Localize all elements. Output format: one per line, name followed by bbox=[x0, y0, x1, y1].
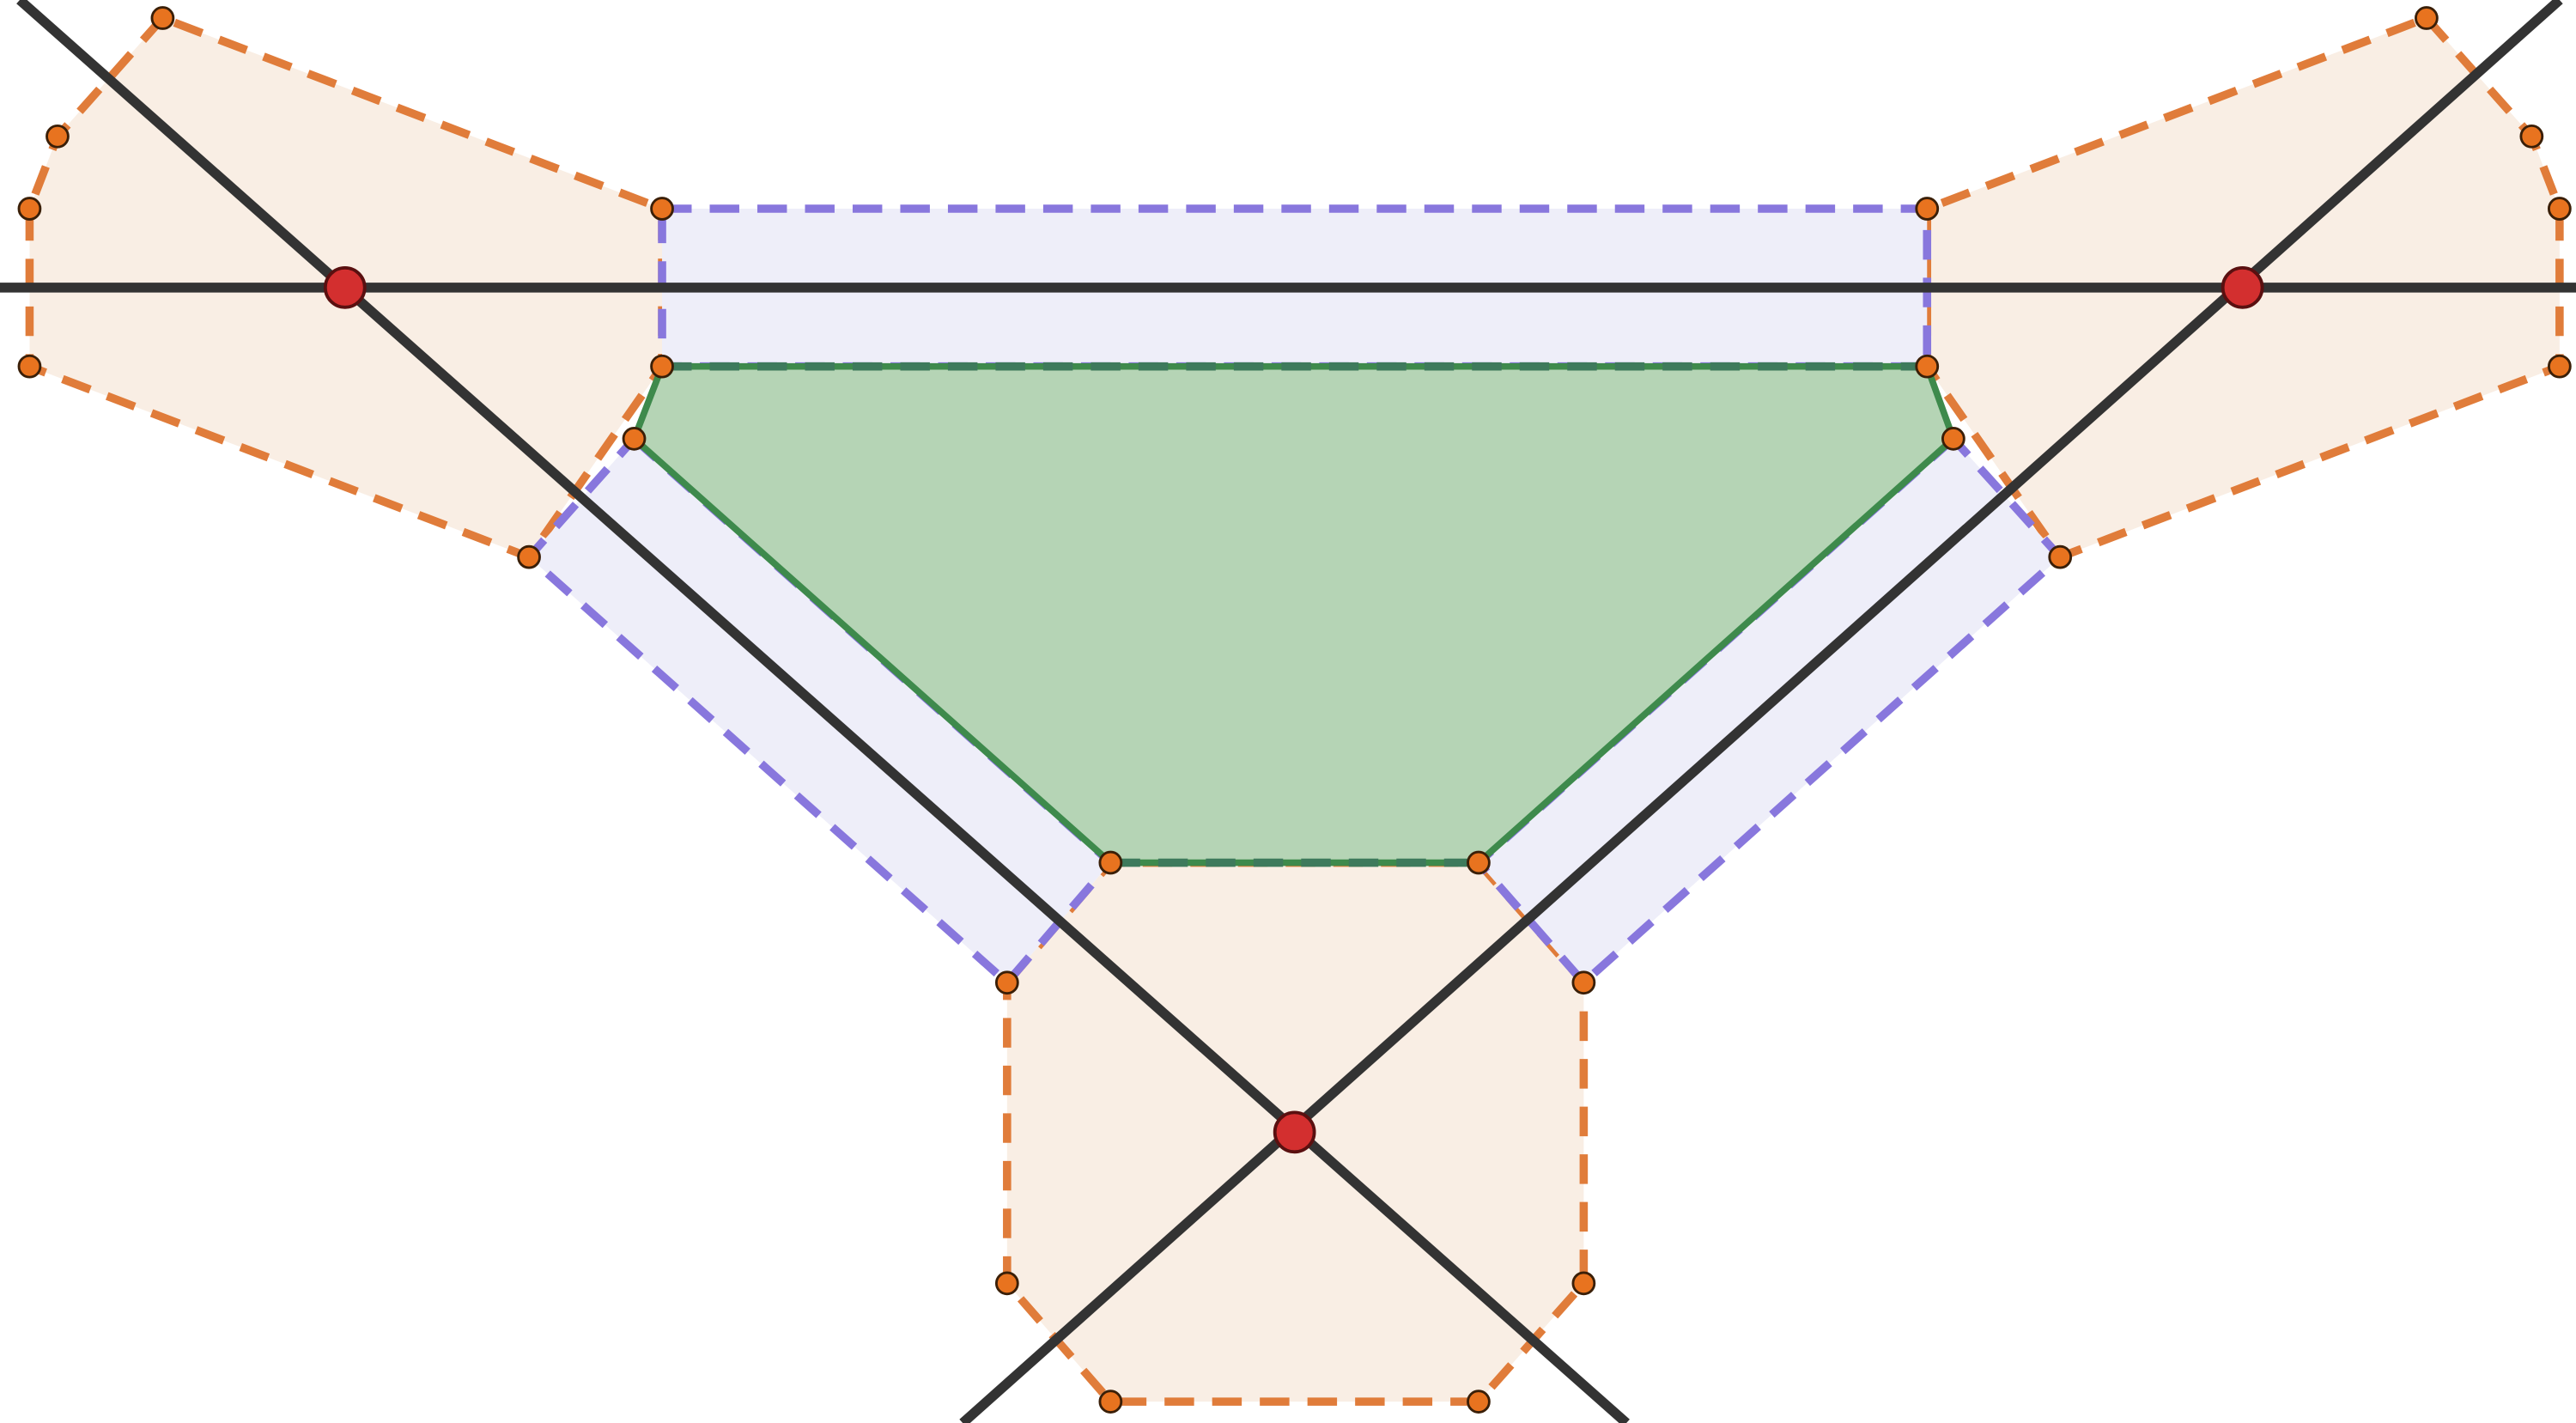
vertex-point bbox=[1467, 1390, 1491, 1414]
vertex-point bbox=[17, 354, 42, 379]
vertex-point bbox=[1571, 970, 1596, 995]
vertex-point bbox=[2547, 197, 2572, 221]
vertex-point bbox=[1571, 1271, 1596, 1296]
vertex-point bbox=[994, 970, 1019, 995]
vertex-point bbox=[150, 6, 175, 30]
intersections bbox=[323, 265, 2264, 1154]
vertex-point bbox=[1467, 850, 1491, 875]
vertex-point bbox=[17, 197, 42, 221]
line-ascending bbox=[959, 0, 2563, 1423]
vertex-point bbox=[1915, 354, 1940, 379]
vertex-point bbox=[2519, 124, 2544, 149]
vertex-point bbox=[1098, 1390, 1123, 1414]
vertex-point bbox=[517, 544, 541, 569]
intersection-point-bottom bbox=[1273, 1110, 1316, 1154]
vertex-point bbox=[2415, 6, 2439, 30]
vertices bbox=[17, 6, 2572, 1414]
vertex-point bbox=[2547, 354, 2572, 379]
vertex-point bbox=[2048, 544, 2073, 569]
intersection-point-right bbox=[2221, 265, 2264, 309]
vertex-point bbox=[1915, 197, 1940, 221]
line-descending bbox=[16, 0, 1630, 1423]
vertex-point bbox=[1098, 850, 1123, 875]
vertex-point bbox=[650, 354, 674, 379]
vertex-point bbox=[46, 124, 70, 149]
vertex-point bbox=[622, 427, 647, 451]
vertex-point bbox=[650, 197, 674, 221]
vertex-point bbox=[1941, 427, 1965, 451]
vertex-point bbox=[994, 1271, 1019, 1296]
intersection-point-left bbox=[323, 265, 367, 309]
